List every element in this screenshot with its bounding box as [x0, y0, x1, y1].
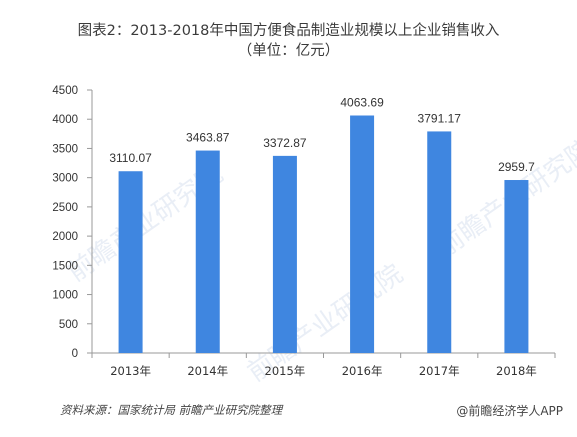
- x-tick-label: 2016年: [342, 364, 383, 378]
- y-tick-label: 1500: [52, 260, 78, 272]
- chart-title: 图表2：2013-2018年中国方便食品制造业规模以上企业销售收入: [77, 23, 500, 39]
- bar: [504, 180, 529, 353]
- data-label: 2959.7: [498, 160, 535, 174]
- y-tick-label: 4500: [52, 85, 78, 97]
- x-tick-label: 2013年: [110, 364, 151, 378]
- bar: [350, 115, 375, 353]
- data-label: 3463.87: [186, 131, 230, 145]
- chart-axes: 0 500 1000 1500 2000 2500 3000 3500 4000 4500 2013…: [52, 85, 556, 378]
- value-labels: 3110.07 3463.87 3372.87 4063.69 3791.17 2959.…: [109, 95, 535, 174]
- bar-series: [118, 115, 529, 353]
- data-label: 3372.87: [263, 136, 307, 150]
- y-tick-label: 0: [72, 348, 78, 360]
- y-tick-label: 500: [59, 319, 78, 331]
- y-tick-label: 2000: [52, 231, 78, 243]
- y-tick-label: 3500: [52, 143, 78, 155]
- bar: [427, 131, 452, 353]
- bar: [118, 171, 143, 353]
- y-tick-label: 2500: [52, 202, 78, 214]
- chart-subtitle: （单位：亿元）: [237, 43, 340, 59]
- data-label: 3791.17: [418, 111, 462, 125]
- x-tick-label: 2014年: [187, 364, 228, 378]
- x-tick-label: 2015年: [265, 364, 306, 378]
- x-tick-label: 2018年: [496, 364, 537, 378]
- data-label: 3110.07: [109, 151, 152, 165]
- bar: [272, 155, 297, 353]
- y-tick-label: 3000: [52, 173, 78, 185]
- source-note: 资料来源：国家统计局 前瞻产业研究院整理: [60, 403, 283, 417]
- y-tick-label: 4000: [52, 114, 78, 126]
- bar: [195, 150, 220, 353]
- x-tick-label: 2017年: [419, 364, 460, 378]
- brand-credit: @前瞻经济学人APP: [456, 404, 563, 418]
- data-label: 4063.69: [340, 95, 384, 109]
- y-tick-label: 1000: [52, 290, 78, 302]
